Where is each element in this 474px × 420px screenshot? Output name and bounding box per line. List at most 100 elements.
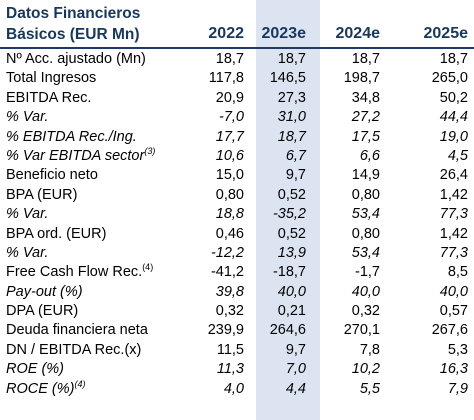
footnote-ref: (4) xyxy=(142,262,154,273)
row-label-text: % Var. xyxy=(6,244,49,261)
row-label: DPA (EUR) xyxy=(6,302,78,321)
table-row: % Var. 18,8 -35,2 53,4 77,3 xyxy=(0,205,474,224)
row-label-text: Pay-out (%) xyxy=(6,283,83,300)
cell-value: 10,2 xyxy=(351,361,380,378)
footnote-ref: (4) xyxy=(74,378,86,389)
cell-value: 15,0 xyxy=(215,167,244,184)
cell-value: 40,0 xyxy=(351,283,380,300)
cell-value: -1,7 xyxy=(355,264,380,281)
cell-value: 17,5 xyxy=(351,128,380,145)
cell-value: 31,0 xyxy=(277,109,306,126)
cell-value: 1,42 xyxy=(439,225,468,242)
row-label: EBITDA Rec. xyxy=(6,89,91,108)
cell-value: 19,0 xyxy=(439,128,468,145)
cell-value: 5,5 xyxy=(359,380,380,397)
cell-value: 14,9 xyxy=(351,167,380,184)
cell-value: 264,6 xyxy=(269,322,306,339)
cell-value: 117,8 xyxy=(208,70,244,87)
row-label-text: Deuda financiera neta xyxy=(6,322,148,339)
cell-value: 4,0 xyxy=(223,380,244,397)
cell-value: 7,8 xyxy=(359,341,380,358)
cell-value: -12,2 xyxy=(210,244,244,261)
table-row: DN / EBITDA Rec.(x) 11,5 9,7 7,8 5,3 xyxy=(0,341,474,360)
cell-value: 0,52 xyxy=(277,225,306,242)
cell-value: 0,52 xyxy=(277,186,306,203)
table-row: Deuda financiera neta 239,9 264,6 270,1 267,… xyxy=(0,321,474,340)
cell-value: 53,4 xyxy=(351,206,380,223)
table-row: % Var EBITDA sector(3) 10,6 6,7 6,6 4,5 xyxy=(0,147,474,166)
row-label: Deuda financiera neta xyxy=(6,321,148,340)
cell-value: 0,32 xyxy=(215,303,244,320)
cell-value: 16,3 xyxy=(439,361,468,378)
row-label: ROE (%) xyxy=(6,360,64,379)
row-label-text: EBITDA Rec. xyxy=(6,89,92,106)
row-label: ROCE (%)(4) xyxy=(6,378,86,399)
row-label: DN / EBITDA Rec.(x) xyxy=(6,341,141,360)
table-body: Nº Acc. ajustado (Mn) 18,7 18,7 18,7 18,7 Tot… xyxy=(0,50,474,399)
cell-value: 18,7 xyxy=(351,51,380,67)
row-label-text: DPA (EUR) xyxy=(6,303,79,320)
table-row: BPA ord. (EUR) 0,46 0,52 0,80 1,42 xyxy=(0,225,474,244)
cell-value: 0,80 xyxy=(215,186,244,203)
cell-value: 18,7 xyxy=(215,51,244,67)
cell-value: 17,7 xyxy=(215,128,244,145)
row-label-text: DN / EBITDA Rec.(x) xyxy=(6,341,142,358)
cell-value: 0,46 xyxy=(215,225,244,242)
year-header-2025e: 2025e xyxy=(423,25,469,42)
row-label-text: BPA ord. (EUR) xyxy=(6,225,107,242)
table-row: Pay-out (%) 39,8 40,0 40,0 40,0 xyxy=(0,283,474,302)
cell-value: 53,4 xyxy=(351,244,380,261)
cell-value: 267,6 xyxy=(431,322,468,339)
cell-value: 239,9 xyxy=(207,322,244,339)
row-label-text: % Var. xyxy=(6,206,49,223)
cell-value: 77,3 xyxy=(439,206,468,223)
table-row: Free Cash Flow Rec.(4) -41,2 -18,7 -1,7 8,5 xyxy=(0,263,474,282)
cell-value: 44,4 xyxy=(439,109,468,126)
row-label: % Var. xyxy=(6,205,48,224)
row-label-text: BPA (EUR) xyxy=(6,186,78,203)
row-label-text: Total Ingresos xyxy=(6,70,97,87)
row-label: BPA ord. (EUR) xyxy=(6,225,106,244)
year-header-2022: 2022 xyxy=(208,25,244,42)
cell-value: 8,5 xyxy=(447,264,468,281)
cell-value: 18,7 xyxy=(277,128,306,145)
cell-value: 4,4 xyxy=(285,380,306,397)
row-label: % Var. xyxy=(6,244,48,263)
table-title-line1: Datos Financieros xyxy=(6,5,141,22)
table-row: % EBITDA Rec./Ing. 17,7 18,7 17,5 19,0 xyxy=(0,128,474,147)
cell-value: 270,1 xyxy=(343,322,380,339)
table-header: Datos Financieros Básicos (EUR Mn) 2022 … xyxy=(0,0,474,49)
cell-value: 40,0 xyxy=(277,283,306,300)
cell-value: -41,2 xyxy=(210,264,244,281)
table-title-line2: Básicos (EUR Mn) xyxy=(6,26,140,43)
cell-value: 0,80 xyxy=(351,186,380,203)
table-row: EBITDA Rec. 20,9 27,3 34,8 50,2 xyxy=(0,89,474,108)
row-label-text: % Var EBITDA sector xyxy=(6,147,145,164)
table-row: BPA (EUR) 0,80 0,52 0,80 1,42 xyxy=(0,186,474,205)
cell-value: 9,7 xyxy=(285,341,306,358)
row-label: % Var EBITDA sector(3) xyxy=(6,147,155,166)
table-row: ROE (%) 11,3 7,0 10,2 16,3 xyxy=(0,360,474,379)
table-row: % Var. -12,2 13,9 53,4 77,3 xyxy=(0,244,474,263)
cell-value: 5,3 xyxy=(447,341,468,358)
cell-value: 0,80 xyxy=(351,225,380,242)
cell-value: -18,7 xyxy=(272,264,306,281)
cell-value: 6,7 xyxy=(285,147,306,164)
row-label-text: Nº Acc. ajustado (Mn) xyxy=(6,51,146,67)
table-row: Beneficio neto 15,0 9,7 14,9 26,4 xyxy=(0,166,474,185)
cell-value: 265,0 xyxy=(431,70,468,87)
cell-value: 6,6 xyxy=(359,147,380,164)
row-label: Beneficio neto xyxy=(6,166,98,185)
cell-value: 50,2 xyxy=(439,89,468,106)
cell-value: 39,8 xyxy=(215,283,244,300)
cell-value: 40,0 xyxy=(439,283,468,300)
cell-value: 18,8 xyxy=(215,206,244,223)
year-header-2024e: 2024e xyxy=(335,25,381,42)
cell-value: 7,0 xyxy=(285,361,306,378)
row-label: Nº Acc. ajustado (Mn) xyxy=(6,50,146,69)
cell-value: 18,7 xyxy=(277,51,306,67)
cell-value: 10,6 xyxy=(215,147,244,164)
row-label: % EBITDA Rec./Ing. xyxy=(6,128,137,147)
row-label: Pay-out (%) xyxy=(6,283,83,302)
row-label-text: % EBITDA Rec./Ing. xyxy=(6,128,137,145)
